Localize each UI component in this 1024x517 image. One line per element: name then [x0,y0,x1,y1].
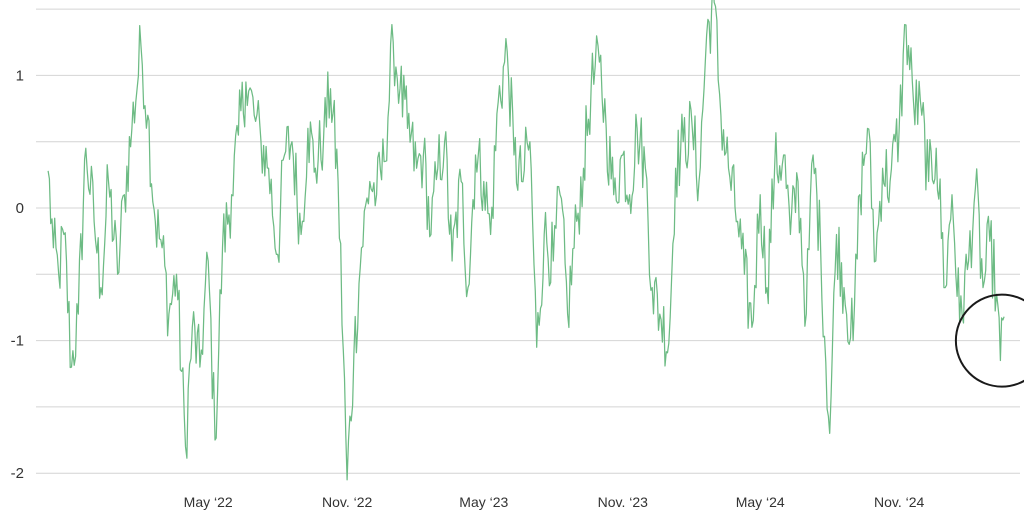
x-tick-label: Nov. ‘24 [874,494,925,510]
x-tick-label: May ‘23 [459,494,508,510]
x-tick-label: May ‘24 [736,494,785,510]
y-tick-label: -1 [11,333,24,350]
x-tick-label: Nov. ‘23 [598,494,649,510]
x-tick-label: Nov. ‘22 [322,494,373,510]
x-axis: May ‘22 Nov. ‘22 May ‘23 Nov. ‘23 May ‘24 Nov… [184,494,925,510]
y-tick-label: -2 [11,465,24,482]
y-axis: 1 0 -1 -2 [11,67,24,482]
series [47,0,1005,481]
series-line [47,0,1005,481]
y-tick-label: 1 [16,67,24,84]
y-tick-label: 0 [16,200,24,217]
highlight-circle [954,293,1024,388]
annotations [954,293,1024,388]
x-tick-label: May ‘22 [184,494,233,510]
gridlines [36,8,1020,474]
